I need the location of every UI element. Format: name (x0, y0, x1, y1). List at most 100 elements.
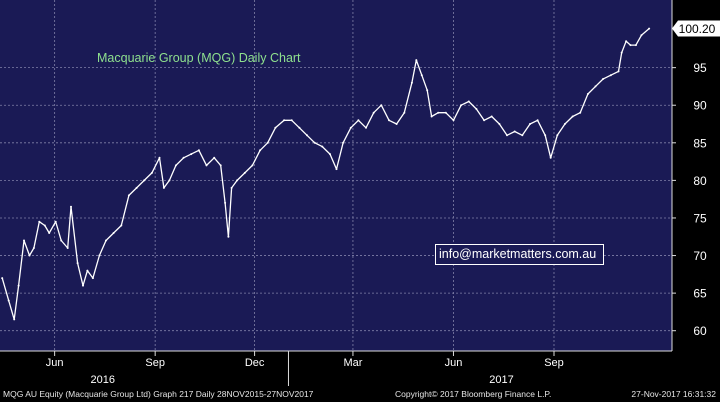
price-point (420, 74, 423, 77)
footer-security: MQG AU Equity (Macquarie Group Ltd) Grap… (3, 389, 314, 399)
price-point (182, 156, 185, 159)
price-point (174, 164, 177, 167)
price-point (197, 149, 200, 152)
last-price-label: 100.20 (679, 22, 716, 36)
price-point (521, 134, 524, 137)
price-point (609, 74, 612, 77)
price-point (513, 130, 516, 133)
y-tick-label: 60 (693, 324, 707, 338)
price-point (306, 134, 308, 137)
x-year-label: 2016 (90, 374, 114, 386)
price-point (571, 115, 574, 118)
price-point (529, 123, 531, 125)
price-point (349, 126, 352, 129)
price-point (544, 134, 547, 137)
watermark-email: info@marketmatters.com.au (435, 244, 604, 265)
grid-lines (0, 0, 672, 351)
price-point (70, 205, 72, 208)
price-point (388, 119, 390, 122)
price-point (54, 220, 57, 223)
price-point (23, 239, 25, 242)
price-point (625, 40, 628, 43)
price-point (243, 171, 246, 174)
price-point (563, 123, 566, 125)
price-point (86, 269, 89, 272)
x-tick-label: Jun (445, 357, 463, 369)
price-point (490, 115, 493, 118)
price-point (82, 284, 84, 287)
price-point (579, 111, 582, 114)
price-point (298, 126, 301, 129)
price-point (219, 164, 222, 167)
price-point (227, 235, 230, 238)
price-point (213, 156, 216, 159)
price-point (32, 247, 35, 249)
price-point (251, 164, 254, 167)
x-tick-label: Dec (245, 357, 265, 369)
price-point (98, 254, 101, 257)
x-tick-label: Jun (46, 357, 64, 369)
price-point (395, 123, 398, 125)
price-point (13, 318, 16, 321)
price-point (236, 179, 239, 182)
price-point (66, 247, 69, 249)
price-point (112, 232, 115, 234)
price-point (283, 119, 286, 122)
price-point (28, 254, 31, 257)
price-point (168, 179, 171, 182)
price-point (467, 100, 470, 103)
price-point (452, 119, 455, 122)
y-tick-label: 65 (693, 287, 707, 301)
price-point (313, 141, 316, 144)
price-point (205, 164, 208, 167)
price-point (266, 141, 269, 144)
price-point (437, 111, 440, 114)
chart-title: Macquarie Group (MQG) Daily Chart (97, 51, 301, 65)
price-point (648, 27, 651, 30)
price-point (556, 134, 559, 137)
price-point (586, 93, 589, 95)
price-point (274, 126, 277, 129)
price-point (76, 262, 79, 265)
price-point (365, 126, 367, 129)
price-point (1, 277, 4, 280)
x-tick-label: Sep (544, 357, 564, 369)
price-point (640, 34, 643, 37)
price-line (1, 28, 650, 321)
price-point (483, 119, 486, 122)
price-point (190, 153, 193, 156)
price-point (162, 186, 165, 189)
price-point (127, 194, 130, 197)
price-series (1, 27, 651, 321)
price-point (415, 59, 418, 62)
price-point (506, 134, 508, 137)
price-point (403, 111, 406, 114)
price-point (410, 81, 413, 84)
price-point (357, 119, 360, 122)
y-tick-label: 80 (693, 174, 707, 188)
price-point (135, 186, 138, 189)
price-point (321, 145, 324, 148)
plot-area (0, 0, 672, 351)
price-point (342, 141, 345, 144)
y-tick-label: 95 (693, 61, 707, 75)
price-point (549, 156, 552, 159)
price-point (38, 220, 41, 223)
price-point (60, 239, 63, 242)
y-tick-label: 85 (693, 136, 707, 150)
price-point (105, 239, 107, 242)
price-point (259, 149, 262, 152)
price-point (290, 119, 293, 122)
footer-timestamp: 27-Nov-2017 16:31:32 (631, 389, 716, 399)
price-point (620, 51, 623, 54)
price-point (224, 201, 227, 204)
price-point (43, 224, 46, 227)
price-point (426, 89, 429, 92)
y-tick-label: 70 (693, 249, 707, 263)
x-axis: Jun Sep Dec Mar Jun Sep 2016 2017 (0, 350, 672, 386)
footer-copyright: Copyright© 2017 Bloomberg Finance L.P. (395, 389, 552, 399)
price-point (372, 111, 375, 114)
y-tick-label: 75 (693, 211, 707, 225)
price-point (17, 284, 20, 287)
